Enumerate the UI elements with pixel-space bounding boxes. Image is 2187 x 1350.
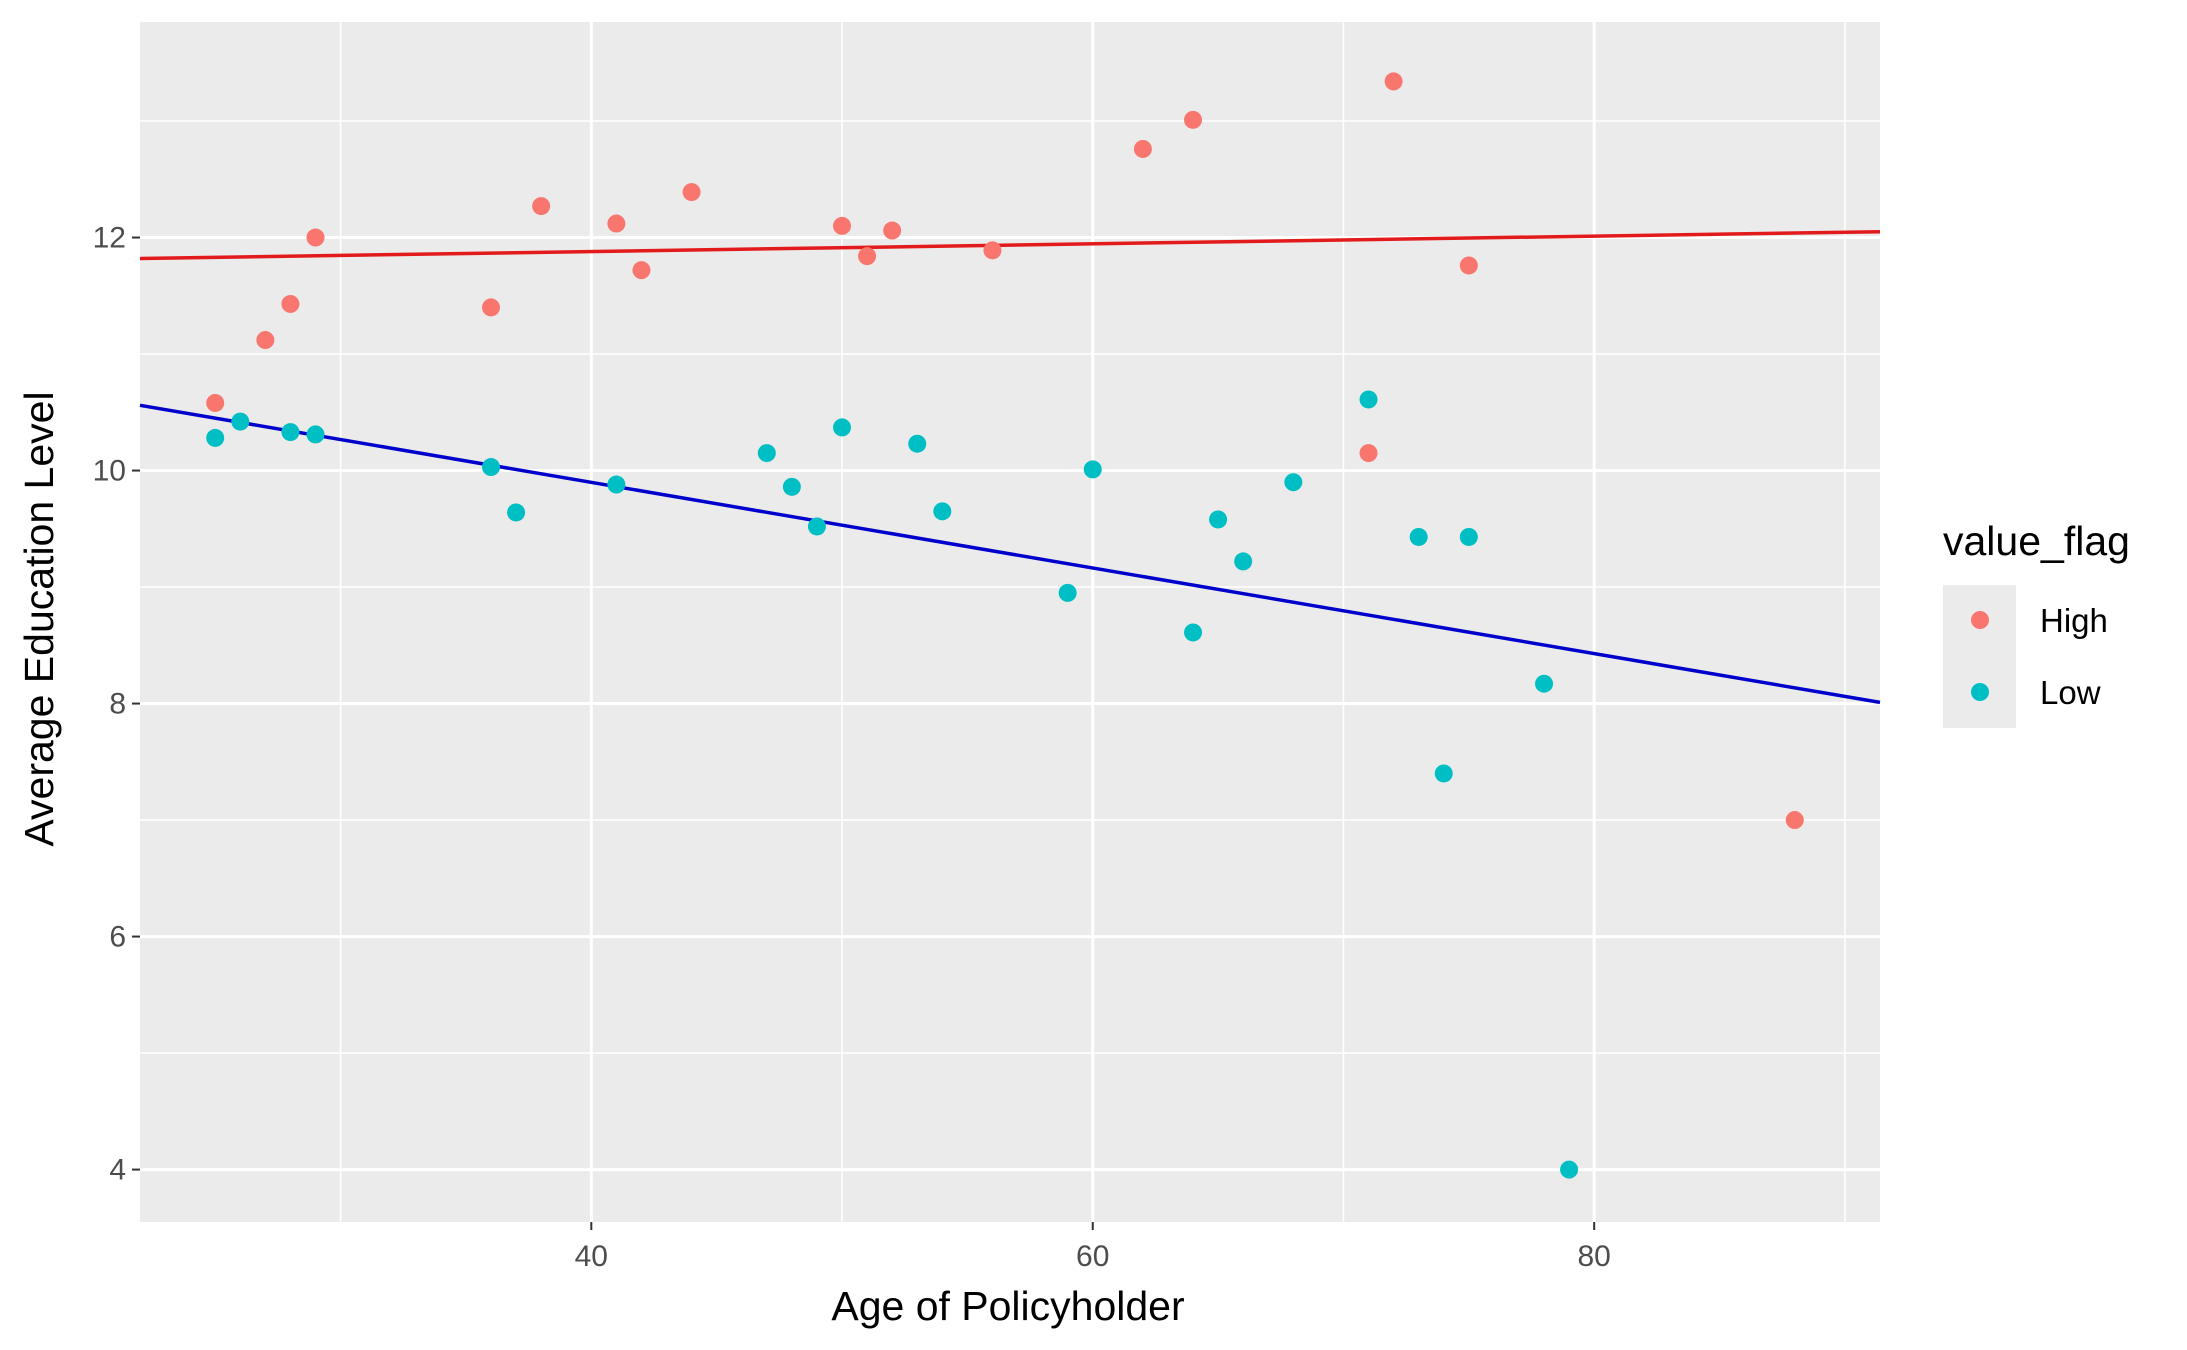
legend-label-low: Low	[2040, 674, 2101, 711]
point-low	[1058, 583, 1077, 602]
trend-line-low	[139, 403, 1881, 705]
point-high	[281, 294, 300, 313]
point-high	[1384, 72, 1403, 91]
point-low	[1535, 674, 1554, 693]
y-tick-label: 6	[109, 921, 126, 954]
major-gridlines	[140, 22, 1880, 1222]
point-high	[1184, 110, 1203, 129]
point-low	[1209, 510, 1228, 529]
legend-key-low	[1971, 683, 1989, 701]
point-low	[306, 425, 325, 444]
point-low	[807, 517, 826, 536]
point-high	[983, 241, 1002, 260]
point-high	[858, 247, 877, 266]
y-axis: 4 6 8 10 12	[93, 222, 140, 1187]
y-axis-title: Average Education Level	[16, 391, 62, 846]
x-tick-label: 60	[1076, 1240, 1109, 1273]
y-tick-label: 10	[93, 455, 126, 488]
x-axis-title: Age of Policyholder	[831, 1283, 1184, 1329]
point-high	[206, 393, 225, 412]
y-tick-label: 12	[93, 222, 126, 255]
point-low	[908, 434, 927, 453]
point-low	[281, 423, 300, 442]
point-high	[607, 214, 626, 233]
point-high	[482, 298, 501, 317]
point-high	[532, 197, 551, 216]
plot-panel	[140, 22, 1880, 1222]
point-low	[1284, 473, 1303, 492]
point-low	[1434, 764, 1453, 783]
legend-label-high: High	[2040, 602, 2108, 639]
point-low	[782, 477, 801, 496]
point-high	[1359, 444, 1378, 463]
legend: value_flag High Low	[1943, 518, 2130, 728]
y-tick-label: 8	[109, 688, 126, 721]
point-low	[1459, 527, 1478, 546]
point-low	[1083, 460, 1102, 479]
point-high	[306, 228, 325, 247]
point-low	[1359, 390, 1378, 409]
trend-line-high	[139, 229, 1881, 261]
point-low	[1560, 1160, 1579, 1179]
point-low	[607, 475, 626, 494]
point-high	[632, 261, 651, 280]
x-tick-label: 40	[575, 1240, 608, 1273]
point-low	[206, 428, 225, 447]
point-low	[757, 444, 776, 463]
point-low	[507, 503, 526, 522]
point-low	[833, 418, 852, 437]
legend-key-high	[1971, 611, 1989, 629]
point-low	[1409, 527, 1428, 546]
trend-lines	[139, 229, 1881, 705]
x-tick-label: 80	[1577, 1240, 1610, 1273]
legend-title: value_flag	[1943, 518, 2130, 564]
point-low	[933, 502, 952, 521]
legend-key-background	[1943, 585, 2016, 728]
point-low	[482, 458, 501, 477]
point-low	[1184, 623, 1203, 642]
point-high	[682, 183, 701, 202]
point-low	[1234, 552, 1253, 571]
point-high	[256, 331, 275, 350]
point-high	[883, 221, 902, 240]
point-high	[1459, 256, 1478, 275]
point-low	[231, 412, 250, 431]
point-high	[1785, 811, 1804, 830]
data-points	[206, 72, 1804, 1179]
y-tick-label: 4	[109, 1154, 126, 1187]
x-axis: 40 60 80	[575, 1222, 1611, 1273]
point-high	[1133, 139, 1152, 158]
point-high	[833, 216, 852, 235]
